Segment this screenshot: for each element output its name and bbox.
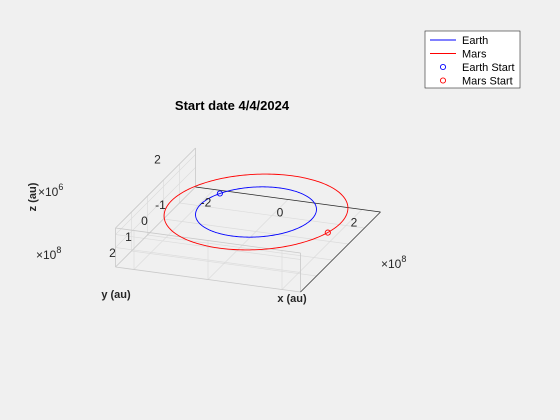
x-axis-line [195, 186, 381, 213]
grid-line-x [207, 199, 289, 280]
x-multiplier-exponent: 8 [401, 254, 406, 264]
series-line-earth [195, 186, 317, 238]
grid-line-z-wall [115, 247, 301, 273]
series-marker-mars-start [324, 229, 331, 236]
grid-line-x [133, 189, 215, 270]
svg-text:×108: ×108 [381, 254, 406, 271]
grid-line-y [163, 218, 349, 245]
y-axis-multiplier: ×108 [36, 245, 61, 262]
svg-text:×108: ×108 [36, 245, 61, 262]
x-tick-label: 0 [277, 206, 284, 220]
axes-box [115, 147, 381, 293]
legend-label: Earth [462, 35, 488, 47]
x-tick-label: 2 [351, 216, 358, 230]
grid-line-x [281, 209, 363, 290]
box-edge [115, 186, 196, 268]
legend-entry[interactable]: Earth [430, 35, 488, 47]
legend-label: Mars Start [462, 76, 513, 88]
legend-entry[interactable]: Mars [430, 49, 487, 61]
z-multiplier-base: ×10 [38, 185, 59, 199]
y-tick-label: 0 [141, 214, 148, 228]
z-axis-multiplier: ×106 [38, 182, 63, 199]
grid-line-y [179, 202, 365, 229]
plot-data [163, 173, 349, 251]
z-multiplier-exponent: 6 [58, 182, 63, 192]
y-axis-label: y (au) [101, 289, 131, 301]
z-tick-label: 2 [154, 153, 161, 167]
chart-title: Start date 4/4/2024 [175, 98, 290, 113]
x-axis-label: x (au) [277, 293, 307, 305]
legend-label: Earth Start [462, 62, 515, 74]
series-marker-earth-start [216, 190, 223, 197]
y-tick-label: -1 [155, 198, 166, 212]
grid-line-y [131, 250, 317, 277]
y-multiplier-exponent: 8 [56, 245, 61, 255]
legend-label: Mars [462, 49, 487, 61]
y-axis-line [300, 211, 381, 293]
grid-line-y [147, 234, 333, 261]
y-tick-label: 1 [125, 230, 132, 244]
box-edge [115, 266, 301, 293]
legend-entry[interactable]: Earth Start [439, 62, 515, 74]
x-axis-multiplier: ×108 [381, 254, 406, 271]
x-tick-label: -2 [201, 196, 212, 210]
series-line-mars [163, 173, 349, 251]
svg-text:×106: ×106 [38, 182, 63, 199]
legend-entry[interactable]: Mars Start [439, 76, 513, 88]
legend-marker-swatch [439, 77, 447, 84]
x-multiplier-base: ×10 [381, 257, 402, 271]
grid-layer [115, 154, 365, 290]
grid-line-z [115, 167, 196, 248]
grid-line-z-wall [115, 234, 301, 260]
grid-line-z [115, 154, 196, 235]
box-edge [115, 147, 196, 229]
y-tick-label: 2 [109, 246, 116, 260]
z-axis-label: z (au) [27, 182, 39, 211]
y-multiplier-base: ×10 [36, 248, 57, 262]
legend-marker-swatch [439, 63, 447, 71]
